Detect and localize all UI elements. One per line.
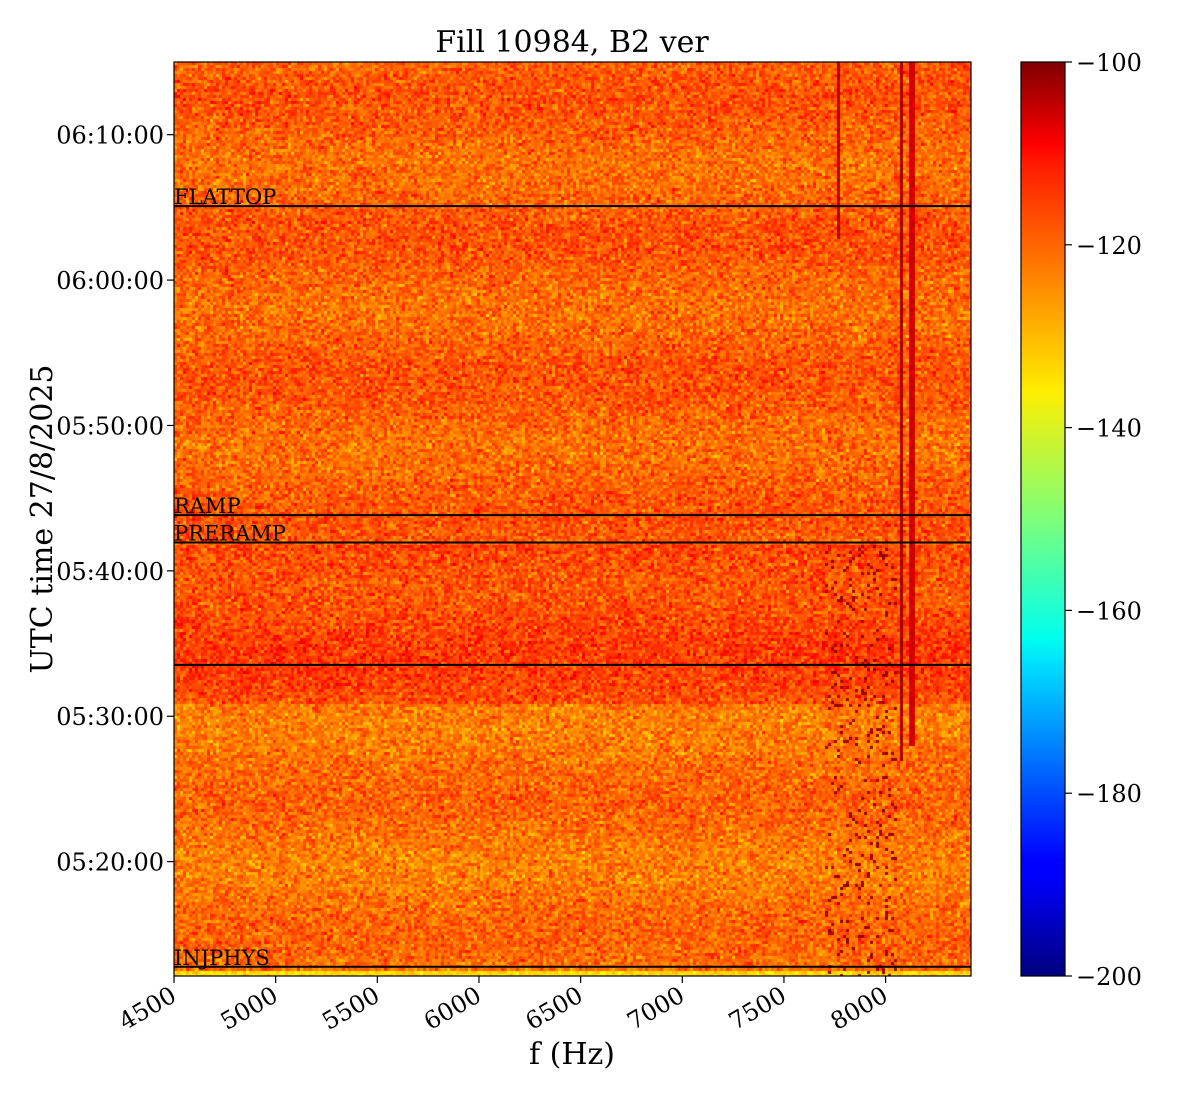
x-tick-label: 7500 [724,981,791,1036]
y-axis-label: UTC time 27/8/2025 [25,365,60,674]
x-tick-label: 6500 [521,981,588,1036]
chart-title: Fill 10984, B2 ver [435,25,709,60]
x-tick-label: 4500 [114,981,181,1036]
x-axis-label: f (Hz) [529,1037,615,1072]
y-tick-label: 05:20:00 [56,849,164,877]
colorbar-tick-label: −100 [1076,49,1142,77]
colorbar-tick-label: −140 [1076,415,1142,443]
colorbar [1020,61,1066,977]
x-tick-label: 8000 [826,981,893,1036]
x-axis-ticks: 4500 5000 5500 6000 6500 7000 7500 8000 [114,976,893,1036]
y-tick-label: 05:50:00 [56,412,164,440]
colorbar-tick-label: −180 [1076,780,1142,808]
colorbar-tick-label: −120 [1076,232,1142,260]
y-tick-label: 06:00:00 [56,267,164,295]
x-tick-label: 6000 [419,981,486,1036]
phase-label: FLATTOP [174,185,276,209]
colorbar-tick-label: −160 [1076,597,1142,625]
phase-label: PRERAMP [174,522,286,546]
phase-label: RAMP [174,494,241,518]
phase-label: INJPHYS [174,946,270,970]
x-tick-label: 5500 [317,981,384,1036]
spectrogram-image [174,62,971,976]
y-tick-label: 05:30:00 [56,703,164,731]
y-tick-label: 05:40:00 [56,558,164,586]
y-tick-label: 06:10:00 [56,122,164,150]
x-tick-label: 7000 [622,981,689,1036]
spectrogram-image-holder [174,62,971,976]
y-axis-ticks: 05:20:00 05:30:00 05:40:00 05:50:00 06:00:00… [56,122,174,877]
phase-lines: FLATTOP RAMP PRERAMP INJPHYS [174,185,971,970]
colorbar-ticks: −100 −120 −140 −160 −180 −200 [1065,49,1142,991]
plot-frame [173,61,972,977]
colorbar-tick-label: −200 [1076,963,1142,991]
x-tick-label: 5000 [216,981,283,1036]
